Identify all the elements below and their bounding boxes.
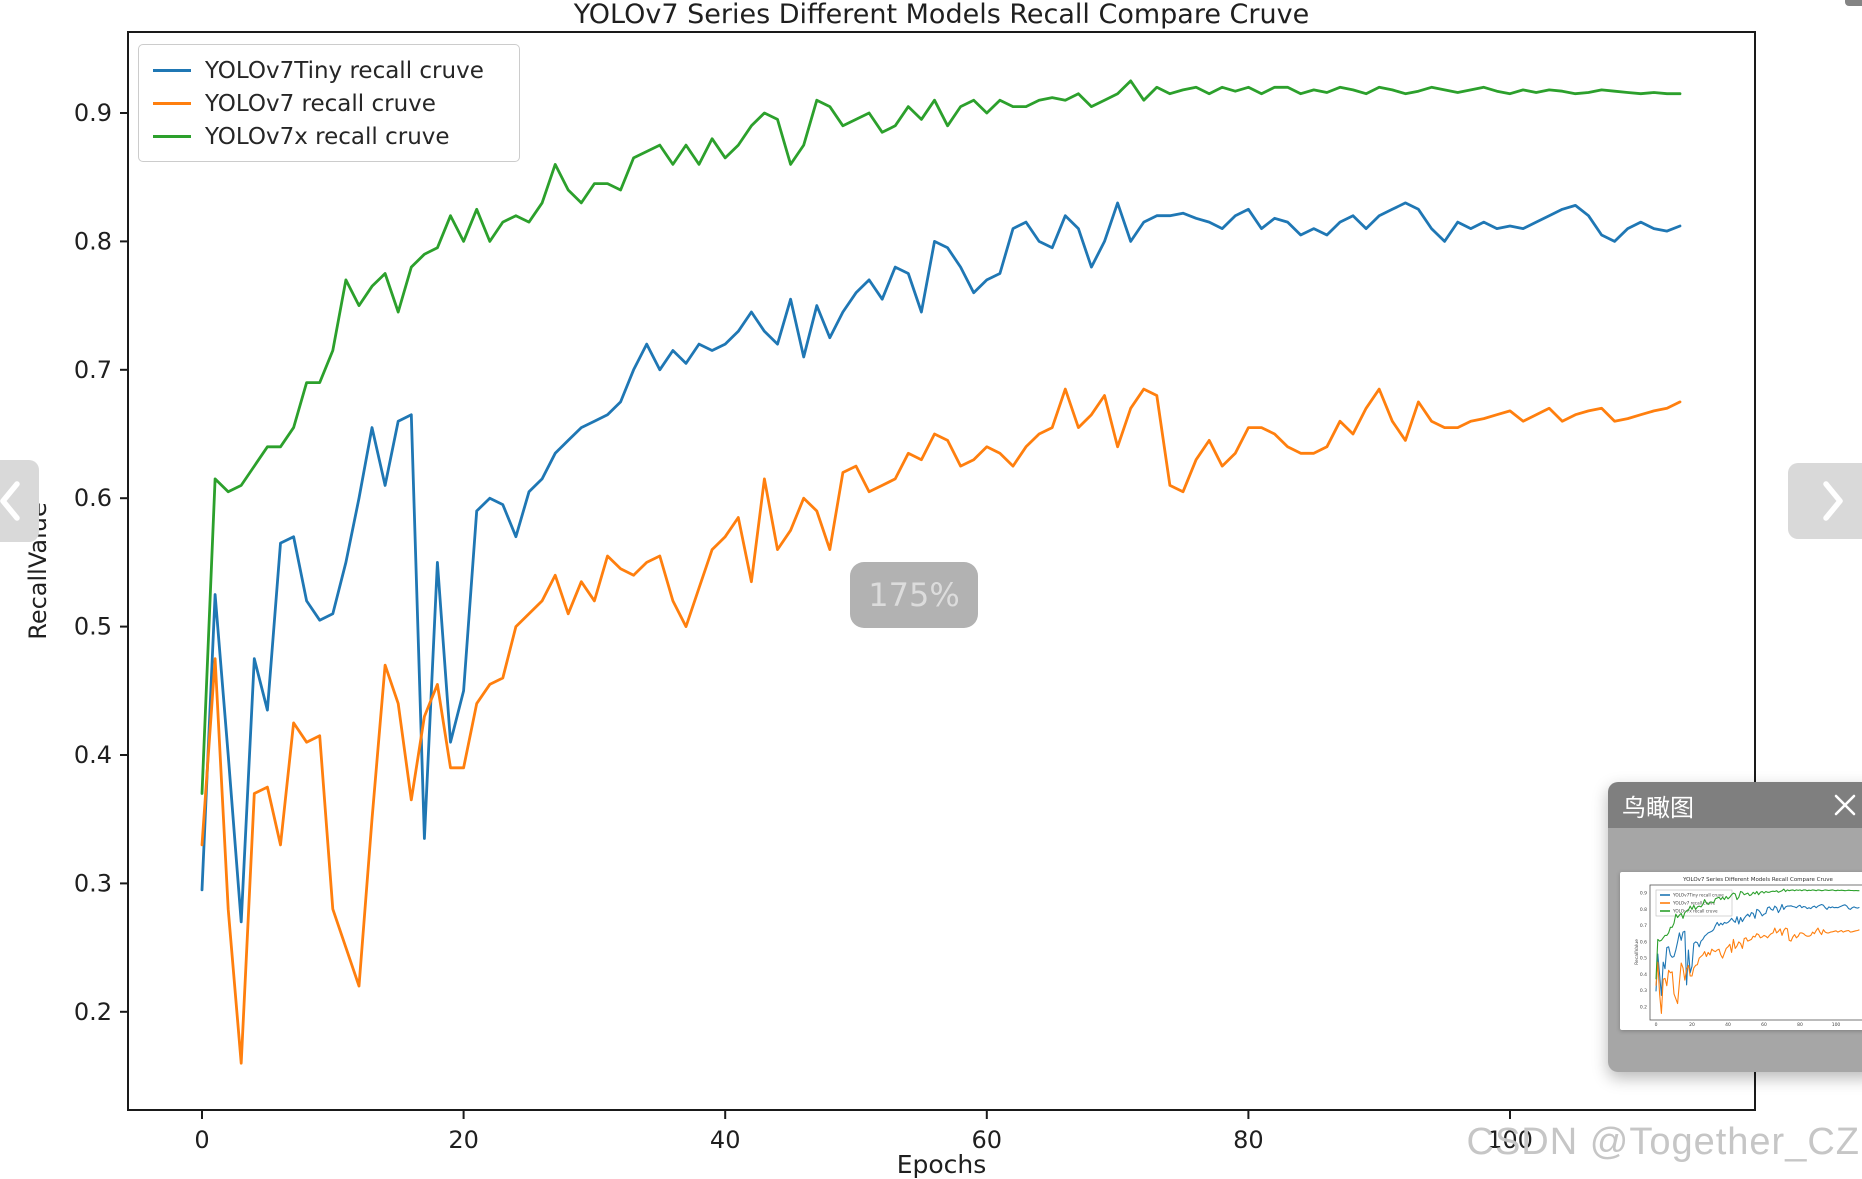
legend-line-swatch — [153, 134, 191, 139]
legend-label: YOLOv7 recall cruve — [205, 90, 436, 117]
x-tick-label: 40 — [710, 1126, 741, 1154]
mini-x-tick-label: 100 — [1832, 1022, 1841, 1028]
mini-y-tick-label: 0.3 — [1640, 988, 1647, 994]
zoom-level-value: 175% — [868, 576, 960, 614]
chart-legend: YOLOv7Tiny recall cruve YOLOv7 recall cru… — [138, 44, 520, 162]
chevron-left-icon — [0, 481, 20, 521]
legend-label: YOLOv7Tiny recall cruve — [205, 57, 484, 84]
mini-y-tick-label: 0.5 — [1640, 956, 1647, 962]
chevron-right-icon — [1823, 481, 1843, 521]
y-tick-label: 0.8 — [74, 227, 112, 255]
series-line-yolov7x — [200, 79, 1682, 795]
mini-y-tick-label: 0.8 — [1640, 907, 1647, 913]
y-tick-label: 0.6 — [74, 484, 112, 512]
mini-y-tick-label: 0.6 — [1640, 939, 1647, 945]
overview-panel-title: 鸟瞰图 — [1622, 793, 1694, 822]
legend-line-swatch — [153, 101, 191, 106]
mini-legend-label: YOLOv7x recall cruve — [1672, 909, 1718, 914]
mini-y-axis-label: RecallValue — [1634, 939, 1640, 965]
mini-y-tick-label: 0.9 — [1640, 891, 1647, 897]
overview-thumbnail-chart: YOLOv7 Series Different Models Recall Co… — [1634, 877, 1862, 1028]
close-icon — [1834, 794, 1856, 816]
series-line-yolov7tiny — [200, 201, 1682, 924]
x-tick-label: 0 — [194, 1126, 209, 1154]
plot-frame — [127, 31, 1756, 1111]
mini-chart-title: YOLOv7 Series Different Models Recall Co… — [1682, 877, 1833, 883]
previous-image-button[interactable] — [0, 460, 39, 542]
x-axis-label: Epochs — [896, 1150, 987, 1179]
legend-entry: YOLOv7Tiny recall cruve — [153, 54, 519, 87]
chart-title: YOLOv7 Series Different Models Recall Co… — [573, 0, 1310, 30]
y-tick-label: 0.4 — [74, 741, 112, 769]
mini-x-tick-label: 60 — [1761, 1022, 1767, 1028]
y-tick-label: 0.7 — [74, 356, 112, 384]
next-image-button[interactable] — [1788, 463, 1862, 539]
x-tick-label: 20 — [448, 1126, 479, 1154]
mini-series-line — [1655, 888, 1860, 980]
mini-y-tick-label: 0.2 — [1640, 1004, 1647, 1010]
mini-y-tick-label: 0.7 — [1640, 923, 1647, 929]
overview-close-button[interactable] — [1832, 792, 1858, 818]
legend-label: YOLOv7x recall cruve — [205, 123, 450, 150]
y-tick-label: 0.2 — [74, 998, 112, 1026]
mini-x-tick-label: 80 — [1797, 1022, 1803, 1028]
x-tick-label: 80 — [1233, 1126, 1264, 1154]
overview-thumbnail[interactable]: YOLOv7 Series Different Models Recall Co… — [1620, 872, 1862, 1030]
y-tick-label: 0.3 — [74, 869, 112, 897]
overview-panel-header: 鸟瞰图 — [1608, 782, 1862, 828]
zoom-level-badge: 175% — [850, 562, 978, 628]
legend-entry: YOLOv7x recall cruve — [153, 120, 519, 153]
mini-legend-label: YOLOv7Tiny recall cruve — [1672, 893, 1724, 898]
mini-x-tick-label: 20 — [1689, 1022, 1695, 1028]
legend-line-swatch — [153, 68, 191, 73]
mini-series-line — [1655, 903, 1860, 997]
mini-y-tick-label: 0.4 — [1640, 972, 1647, 978]
y-tick-label: 0.9 — [74, 99, 112, 127]
mini-series-line — [1655, 927, 1860, 1014]
mini-x-tick-label: 0 — [1655, 1022, 1658, 1028]
mini-plot-frame — [1649, 884, 1862, 1021]
clipped-toolbar-icon — [1845, 0, 1862, 6]
overview-panel-body: YOLOv7 Series Different Models Recall Co… — [1608, 828, 1862, 1072]
mini-legend-label: YOLOv7 recall cruve — [1672, 901, 1715, 906]
watermark-text: CSDN @Together_CZ — [1466, 1121, 1860, 1163]
mini-x-tick-label: 40 — [1725, 1022, 1731, 1028]
x-tick-label: 60 — [972, 1126, 1003, 1154]
overview-panel: 鸟瞰图 YOLOv7 Series Different Models Recal… — [1608, 782, 1862, 1072]
series-line-yolov7 — [200, 387, 1682, 1065]
legend-entry: YOLOv7 recall cruve — [153, 87, 519, 120]
x-tick-label: 100 — [1487, 1126, 1533, 1154]
y-tick-label: 0.5 — [74, 613, 112, 641]
